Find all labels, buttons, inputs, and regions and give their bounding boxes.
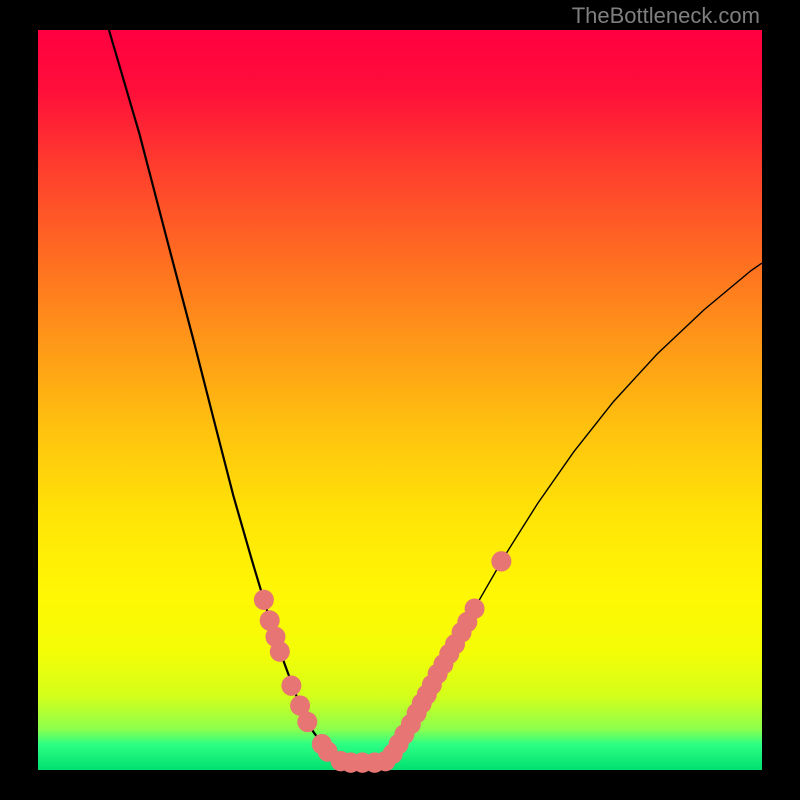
data-marker bbox=[491, 551, 511, 571]
curve-layer bbox=[38, 30, 762, 770]
data-marker bbox=[465, 598, 485, 618]
bottleneck-curve-right bbox=[386, 263, 762, 762]
data-markers bbox=[254, 551, 511, 773]
data-marker bbox=[281, 675, 301, 695]
plot-area bbox=[38, 30, 762, 770]
chart-frame: TheBottleneck.com bbox=[0, 0, 800, 800]
bottleneck-curve-left bbox=[109, 30, 342, 763]
watermark-text: TheBottleneck.com bbox=[572, 3, 760, 29]
data-marker bbox=[297, 712, 317, 732]
data-marker bbox=[254, 590, 274, 610]
data-marker bbox=[270, 641, 290, 661]
